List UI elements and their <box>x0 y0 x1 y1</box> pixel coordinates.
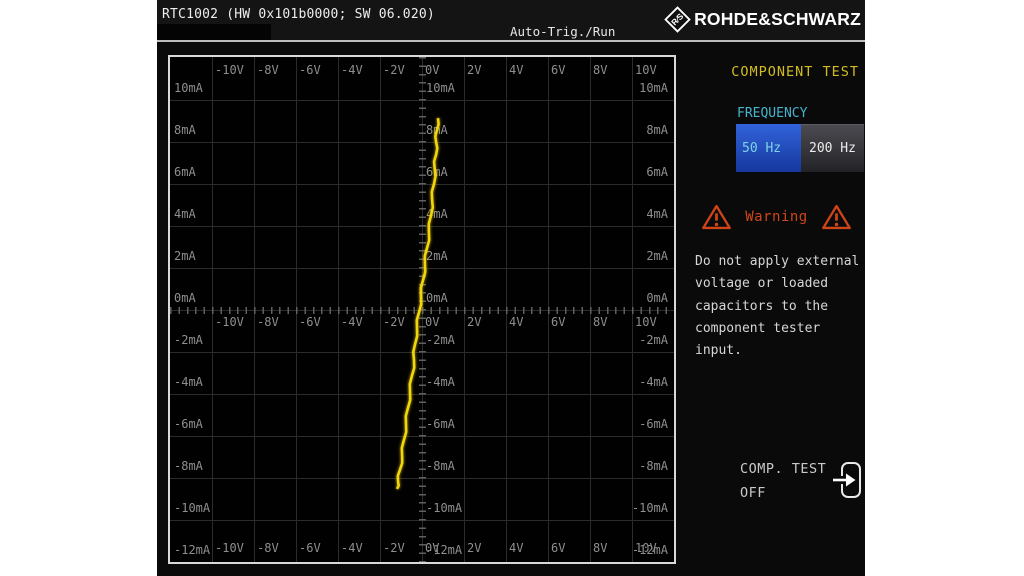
x-tick-label: -10V <box>215 315 244 329</box>
y-tick-label: 4mA <box>174 207 196 221</box>
component-trace <box>395 117 440 490</box>
device-title: RTC1002 (HW 0x101b0000; SW 06.020) <box>162 7 435 22</box>
x-tick-label: 8V <box>593 63 608 77</box>
x-tick-label: 10V <box>635 541 657 555</box>
y-tick-label: -2mA <box>174 333 203 347</box>
y-tick-label: -12mA <box>426 543 463 557</box>
y-tick-label: 6mA <box>646 165 668 179</box>
y-tick-label: -10mA <box>174 501 211 515</box>
warning-message: Do not apply external voltage or loaded … <box>695 254 860 359</box>
x-tick-label: 10V <box>635 315 657 329</box>
x-tick-label: -2V <box>383 541 405 555</box>
trigger-status: Auto-Trig./Run <box>510 24 616 39</box>
top-bar: RTC1002 (HW 0x101b0000; SW 06.020) Auto-… <box>157 0 865 42</box>
x-tick-label: -8V <box>257 541 279 555</box>
y-tick-label: -6mA <box>426 417 455 431</box>
x-tick-label: -4V <box>341 541 363 555</box>
x-tick-label: -2V <box>383 315 405 329</box>
y-tick-label: 10mA <box>426 81 455 95</box>
warning-title: Warning <box>745 209 808 225</box>
x-axis-ticks <box>170 307 674 314</box>
x-tick-label: 10V <box>635 63 657 77</box>
brand-name: ROHDE&SCHWARZ <box>694 9 861 29</box>
x-tick-label: 2V <box>467 541 482 555</box>
y-tick-label: -10mA <box>426 501 463 515</box>
x-tick-label: -10V <box>215 63 244 77</box>
y-tick-label: 8mA <box>646 123 668 137</box>
y-tick-label: 2mA <box>174 249 196 263</box>
frequency-50hz-button[interactable]: 50 Hz <box>736 124 801 172</box>
y-tick-label: -6mA <box>174 417 203 431</box>
y-tick-label: 6mA <box>426 165 448 179</box>
warning-header: Warning <box>701 201 852 233</box>
x-tick-label: -8V <box>257 315 279 329</box>
x-tick-label: 4V <box>509 63 524 77</box>
menu-title: COMPONENT TEST <box>731 64 859 80</box>
component-test-plot: -10V -8V -6V -4V -2V 0V 2V 4V 6V 8V 10V -10V -8V -6V -… <box>170 57 674 562</box>
x-tick-label: 8V <box>593 541 608 555</box>
x-tick-label: 6V <box>551 315 566 329</box>
comp-test-label-line1: COMP. TEST <box>740 461 827 477</box>
x-tick-label: -4V <box>341 63 363 77</box>
y-tick-label: -12mA <box>631 543 668 557</box>
brand-logo: R∕S ROHDE&SCHWARZ <box>664 6 861 33</box>
y-tick-label: 0mA <box>426 291 448 305</box>
y-tick-label: -8mA <box>426 459 455 473</box>
comp-test-label-line2: OFF <box>740 485 766 501</box>
y-tick-label: -4mA <box>174 375 203 389</box>
frequency-toggle: 50 Hz 200 Hz <box>736 124 864 172</box>
y-tick-label: 2mA <box>646 249 668 263</box>
y-tick-label: -2mA <box>426 333 455 347</box>
y-tick-label: 10mA <box>639 81 668 95</box>
warning-triangle-icon <box>822 204 851 230</box>
x-tick-label: 4V <box>509 315 524 329</box>
y-tick-label: -2mA <box>639 333 668 347</box>
x-tick-label: -8V <box>257 63 279 77</box>
rs-diamond-logo-icon: R∕S <box>664 6 691 33</box>
y-tick-label: -6mA <box>639 417 668 431</box>
y-tick-label: -10mA <box>631 501 668 515</box>
y-tick-label: 2mA <box>426 249 448 263</box>
x-tick-label: -10V <box>215 541 244 555</box>
x-tick-label: 6V <box>551 63 566 77</box>
frequency-label: FREQUENCY <box>737 106 808 121</box>
graticule-frame: -10V -8V -6V -4V -2V 0V 2V 4V 6V 8V 10V -10V -8V -6V -… <box>168 55 676 564</box>
x-tick-label: -6V <box>299 315 321 329</box>
oscilloscope-screen: RTC1002 (HW 0x101b0000; SW 06.020) Auto-… <box>157 0 865 576</box>
y-tick-label: -8mA <box>174 459 203 473</box>
x-tick-label: 4V <box>509 541 524 555</box>
exit-arrow-icon[interactable] <box>833 460 863 500</box>
y-tick-label: 0mA <box>174 291 196 305</box>
x-tick-label: 8V <box>593 315 608 329</box>
x-tick-label: 0V <box>425 541 440 555</box>
x-tick-label: 6V <box>551 541 566 555</box>
x-tick-label: 0V <box>425 315 440 329</box>
x-tick-label: -6V <box>299 63 321 77</box>
y-tick-label: -4mA <box>639 375 668 389</box>
frequency-200hz-button[interactable]: 200 Hz <box>801 124 864 172</box>
x-tick-label: 2V <box>467 63 482 77</box>
y-tick-label: -4mA <box>426 375 455 389</box>
x-tick-label: 0V <box>425 63 440 77</box>
x-tick-label: -2V <box>383 63 405 77</box>
x-tick-label: -6V <box>299 541 321 555</box>
y-tick-label: -8mA <box>639 459 668 473</box>
menu-slot <box>157 24 271 40</box>
y-tick-label: -12mA <box>174 543 211 557</box>
x-tick-label: 2V <box>467 315 482 329</box>
y-tick-label: 8mA <box>174 123 196 137</box>
y-tick-label: 6mA <box>174 165 196 179</box>
y-tick-label: 4mA <box>646 207 668 221</box>
y-tick-label: 0mA <box>646 291 668 305</box>
y-tick-label: 10mA <box>174 81 203 95</box>
x-tick-label: -4V <box>341 315 363 329</box>
comp-test-off-button[interactable]: COMP. TEST OFF <box>740 457 865 505</box>
warning-triangle-icon <box>702 204 731 230</box>
